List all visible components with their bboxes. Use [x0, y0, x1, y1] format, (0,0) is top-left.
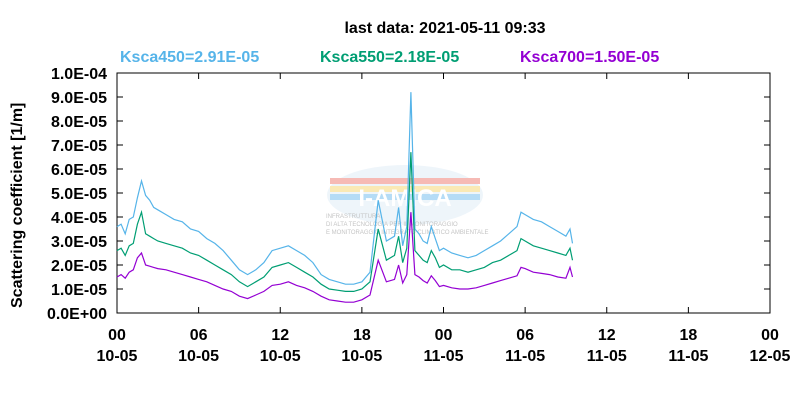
y-tick-label: 6.0E-05: [51, 162, 107, 179]
y-tick-label: 1.0E-04: [51, 66, 107, 83]
y-tick-label: 2.0E-05: [51, 258, 107, 275]
y-tick-label: 1.0E-05: [51, 282, 107, 299]
y-axis: 0.0E+00 1.0E-05 2.0E-05 3.0E-05 4.0E-05 5.0E-…: [47, 66, 770, 323]
x-tick-label-date: 11-05: [668, 348, 708, 365]
watermark-line-1: INFRASTRUTTURA: [326, 214, 380, 220]
x-tick-label-date: 10-05: [97, 348, 138, 365]
x-tick-label-hour: 18: [679, 327, 697, 344]
y-tick-label: 0.0E+00: [47, 306, 107, 323]
y-tick-label: 8.0E-05: [51, 114, 107, 131]
watermark-name: I-AMICA: [358, 185, 451, 212]
x-tick-label-hour: 12: [271, 327, 289, 344]
series-line-0: [116, 92, 574, 285]
y-tick-label: 3.0E-05: [51, 234, 107, 251]
series-line-2: [116, 212, 574, 303]
chart-title: last data: 2021-05-11 09:33: [344, 20, 546, 37]
x-tick-label-date: 11-05: [587, 348, 627, 365]
legend-entry-ksca700: Ksca700=1.50E-05: [520, 49, 660, 66]
y-tick-label: 7.0E-05: [51, 138, 107, 155]
watermark-bar-blue: [330, 194, 480, 200]
x-tick-label-hour: 00: [435, 327, 453, 344]
x-tick-label-date: 10-05: [341, 348, 382, 365]
watermark-line-2: DI ALTA TECNOLOGIA PER IL MONITORAGGIO: [326, 222, 458, 228]
x-tick-label-hour: 06: [516, 327, 534, 344]
watermark-bar-yellow: [330, 186, 480, 192]
x-axis: 00 10-05 06 10-05 12 10-05 18 10-05 00 11-05 06 11-…: [97, 73, 791, 365]
legend-entry-ksca450: Ksca450=2.91E-05: [120, 49, 260, 66]
x-tick-label-date: 11-05: [423, 348, 463, 365]
y-tick-label: 9.0E-05: [51, 90, 107, 107]
legend-entry-ksca550: Ksca550=2.18E-05: [320, 49, 460, 66]
x-tick-label-hour: 18: [353, 327, 371, 344]
x-tick-label-hour: 06: [190, 327, 208, 344]
x-tick-label-date: 12-05: [750, 348, 791, 365]
series-layer: [116, 92, 574, 303]
x-tick-label-date: 10-05: [260, 348, 301, 365]
series-line-1: [116, 152, 574, 292]
watermark-ellipse-icon: [327, 165, 483, 225]
x-tick-label-hour: 00: [761, 327, 779, 344]
watermark-bar-red: [330, 178, 480, 184]
x-tick-label-date: 11-05: [505, 348, 545, 365]
y-tick-label: 5.0E-05: [51, 186, 107, 203]
x-tick-label-date: 10-05: [178, 348, 219, 365]
y-tick-label: 4.0E-05: [51, 210, 107, 227]
x-tick-label-hour: 12: [598, 327, 616, 344]
x-tick-label-hour: 00: [108, 327, 126, 344]
